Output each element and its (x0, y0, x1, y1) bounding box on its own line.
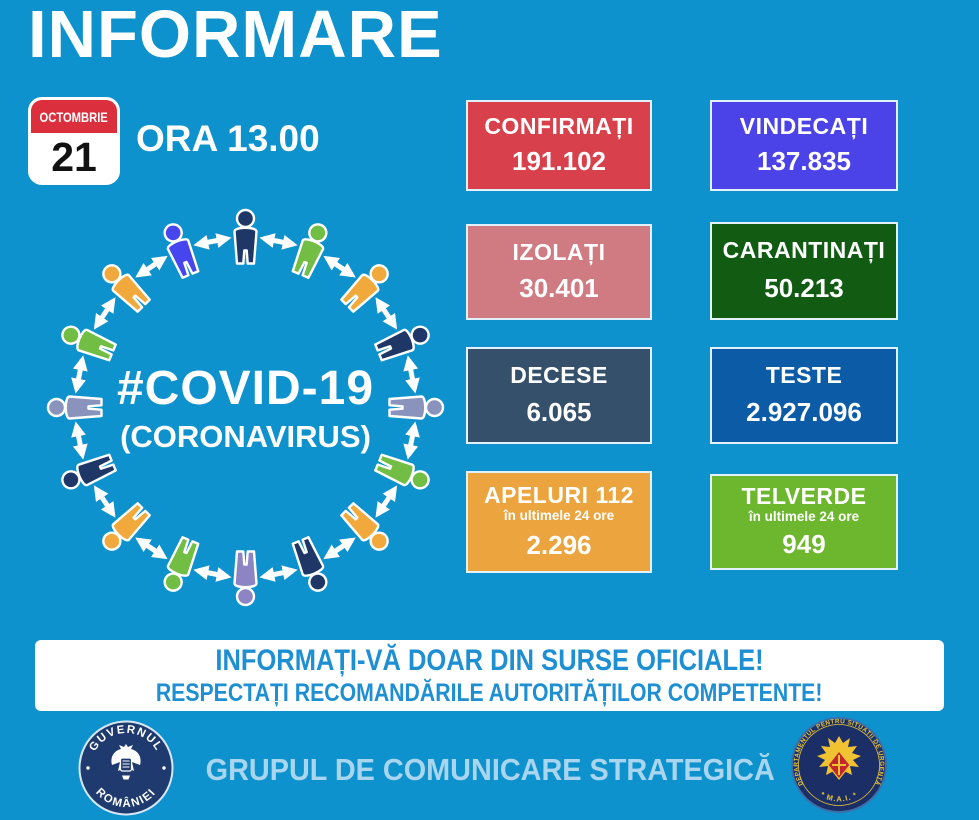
stat-value: 137.835 (757, 146, 851, 177)
dsu-emblem-icon (817, 736, 861, 780)
stat-value: 191.102 (512, 146, 606, 177)
page-title: INFORMARE (28, 0, 443, 72)
stat-card-vindecati: VINDECAȚI 137.835 (710, 100, 898, 191)
person-icon (163, 536, 200, 592)
person-icon (102, 502, 151, 551)
person-icon (340, 264, 389, 313)
person-icon (374, 453, 430, 490)
person-icon (46, 395, 103, 420)
stat-label: CARANTINAȚI (722, 237, 886, 264)
stat-value: 6.065 (526, 397, 592, 428)
stat-label: IZOLAȚI (512, 238, 606, 265)
footer-title: GRUPUL DE COMUNICARE STRATEGICĂ (205, 752, 775, 787)
double-arrow-icon (71, 355, 88, 394)
person-icon (233, 550, 258, 607)
stat-value: 30.401 (519, 273, 599, 304)
stat-value: 50.213 (764, 272, 844, 303)
person-icon (374, 325, 430, 362)
person-icon (291, 536, 328, 592)
person-icon (291, 223, 328, 279)
logo-inner-ring (798, 724, 880, 806)
double-arrow-icon (323, 537, 356, 560)
double-arrow-icon (135, 255, 168, 278)
person-icon (163, 223, 200, 279)
double-arrow-icon (193, 233, 232, 250)
double-arrow-icon (93, 485, 116, 518)
time-label: ORA 13.00 (136, 118, 320, 159)
double-arrow-icon (93, 297, 116, 330)
double-arrow-icon (375, 297, 398, 330)
stat-value: 949 (782, 528, 826, 559)
guvernul-romaniei-logo: GUVERNUL ROMÂNIEI (78, 720, 174, 816)
stat-sublabel: în ultimele 24 ore (748, 509, 860, 525)
double-arrow-icon (193, 565, 232, 582)
stat-sublabel: în ultimele 24 ore (503, 508, 615, 524)
double-arrow-icon (403, 355, 420, 394)
person-icon (102, 264, 151, 313)
person-icon (61, 325, 117, 362)
stat-card-carantinati: CARANTINAȚI 50.213 (710, 222, 898, 320)
stat-top: APELURI 112 în ultimele 24 ore (484, 483, 634, 523)
stat-label: CONFIRMAȚI (484, 112, 634, 139)
stat-value: 2.296 (526, 529, 592, 560)
dsu-mai-logo: DEPARTAMENTUL PENTRU SITUAȚII DE URGENȚĂ… (791, 717, 887, 813)
double-arrow-icon (323, 255, 356, 278)
ring-dot (86, 766, 90, 770)
stat-label: DECESE (510, 361, 608, 388)
person-icon (340, 502, 389, 551)
stat-value: 2.927.096 (746, 397, 862, 428)
banner-line-1: INFORMAȚI-VĂ DOAR DIN SURSE OFICIALE! (215, 643, 764, 677)
calendar-icon: OCTOMBRIE 21 (28, 97, 120, 185)
coat-of-arms-eagle-icon (111, 744, 141, 780)
stat-card-izolati: IZOLAȚI 30.401 (466, 224, 652, 320)
ring-dot (162, 766, 166, 770)
stat-label: TELVERDE (741, 483, 867, 510)
double-arrow-icon (259, 565, 298, 582)
double-arrow-icon (259, 233, 298, 250)
double-arrow-icon (135, 537, 168, 560)
person-icon (61, 453, 117, 490)
stat-top: TELVERDE în ultimele 24 ore (742, 484, 867, 524)
double-arrow-icon (71, 421, 88, 460)
official-sources-banner: INFORMAȚI-VĂ DOAR DIN SURSE OFICIALE! RE… (35, 640, 944, 711)
stat-card-decese: DECESE 6.065 (466, 347, 652, 444)
calendar-month: OCTOMBRIE (31, 100, 117, 133)
calendar-month-label: OCTOMBRIE (39, 108, 109, 125)
stat-card-telverde: TELVERDE în ultimele 24 ore 949 (710, 474, 898, 570)
stat-card-confirmati: CONFIRMAȚI 191.102 (466, 100, 652, 191)
person-icon (388, 395, 445, 420)
stat-label: VINDECAȚI (739, 112, 869, 139)
banner-line-2: RESPECTAȚI RECOMANDĂRILE AUTORITĂȚILOR C… (156, 678, 823, 707)
covid-circle-illustration (46, 208, 445, 607)
right-logo-bottom-text: * M.A.I. * (819, 790, 859, 804)
stat-card-teste: TESTE 2.927.096 (710, 347, 898, 444)
stat-card-apeluri-112: APELURI 112 în ultimele 24 ore 2.296 (466, 471, 652, 573)
stat-label: APELURI 112 (484, 482, 634, 509)
stat-label: TESTE (765, 361, 843, 388)
double-arrow-icon (375, 485, 398, 518)
double-arrow-icon (403, 421, 420, 460)
calendar-day: 21 (51, 134, 97, 180)
person-icon (233, 208, 258, 265)
